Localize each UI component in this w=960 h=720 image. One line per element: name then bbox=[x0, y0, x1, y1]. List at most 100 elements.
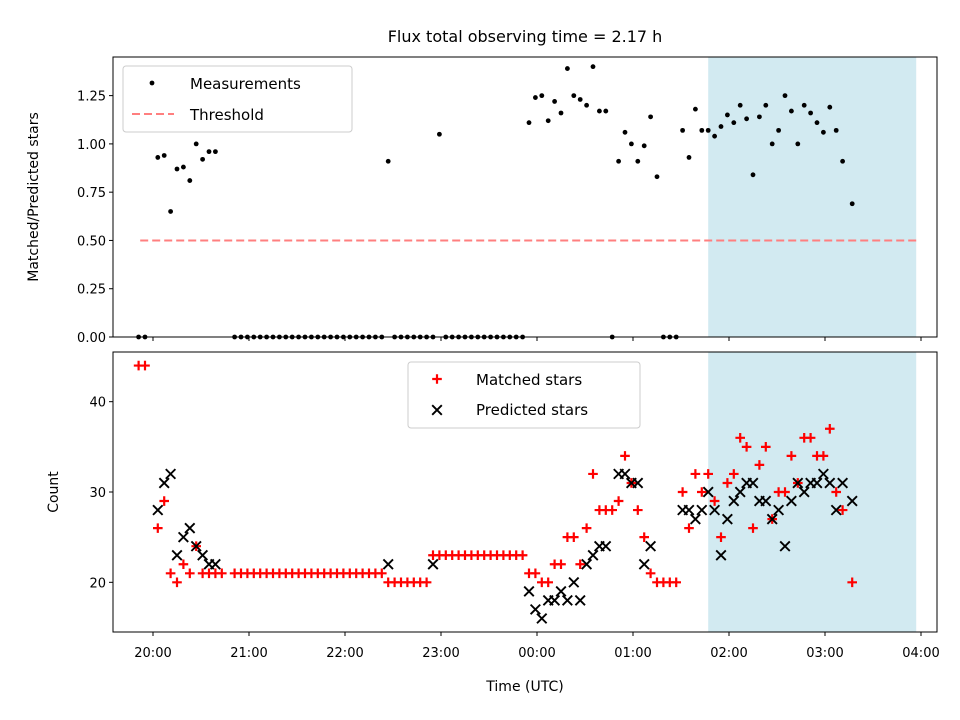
predicted-star-point bbox=[581, 558, 593, 570]
measurement-point bbox=[193, 141, 199, 147]
measurement-point bbox=[795, 141, 801, 147]
measurement-point bbox=[533, 95, 538, 100]
predicted-star-point bbox=[721, 513, 733, 525]
matched-star-point bbox=[716, 532, 726, 542]
measurement-point bbox=[187, 178, 193, 183]
measurement-point bbox=[654, 174, 660, 180]
matched-star-point bbox=[837, 505, 848, 515]
measurement-point bbox=[744, 116, 749, 122]
predicted-star-point bbox=[638, 558, 650, 570]
predicted-star-point bbox=[683, 504, 695, 516]
predicted-star-point bbox=[555, 585, 567, 597]
matched-star-point bbox=[620, 451, 630, 461]
y-tick-label: 0.25 bbox=[77, 283, 106, 298]
measurement-point bbox=[808, 110, 813, 116]
observing-window-highlight bbox=[708, 57, 917, 337]
legend-measurement-marker bbox=[149, 80, 155, 86]
legend-matched-marker bbox=[432, 374, 442, 384]
x-tick-label: 02:00 bbox=[710, 646, 747, 661]
measurement-point bbox=[213, 149, 218, 155]
y-tick-label: 40 bbox=[89, 396, 106, 411]
measurement-point bbox=[725, 112, 730, 118]
x-tick-label: 04:00 bbox=[902, 646, 939, 661]
measurement-point bbox=[155, 155, 161, 160]
measurement-point bbox=[622, 129, 628, 135]
predicted-star-point bbox=[427, 558, 439, 570]
count-axis-ticks: 20 30 40 20:00 21:00 22:00 23:00 00:00 01:00 02:0… bbox=[89, 396, 939, 661]
predicted-star-point bbox=[715, 549, 727, 561]
measurement-point bbox=[161, 153, 167, 158]
measurement-point bbox=[686, 155, 692, 160]
x-tick-label: 03:00 bbox=[806, 646, 843, 661]
matched-star-point bbox=[633, 505, 643, 515]
matched-star-point bbox=[735, 433, 745, 443]
x-tick-label: 23:00 bbox=[422, 646, 459, 661]
matched-star-point bbox=[818, 451, 829, 461]
matched-star-point bbox=[684, 523, 694, 533]
matched-star-point bbox=[569, 532, 579, 542]
predicted-star-point bbox=[165, 468, 177, 480]
measurement-point bbox=[789, 108, 794, 114]
matched-star-point bbox=[165, 568, 176, 579]
matched-star-point bbox=[825, 423, 835, 434]
measurement-point bbox=[840, 158, 845, 164]
matched-star-point bbox=[754, 460, 765, 470]
measurement-point bbox=[757, 114, 762, 120]
predicted-star-point bbox=[785, 495, 797, 507]
predicted-star-point bbox=[209, 558, 221, 570]
measurement-point bbox=[705, 127, 711, 133]
matched-star-point bbox=[517, 550, 528, 561]
measurement-point bbox=[629, 141, 634, 147]
matched-star-point bbox=[709, 496, 720, 506]
matched-star-point bbox=[607, 505, 617, 515]
predicted-star-point bbox=[574, 594, 586, 606]
measurement-point bbox=[731, 120, 737, 126]
predicted-star-point bbox=[792, 477, 804, 489]
measurement-point bbox=[782, 93, 788, 99]
predicted-star-point bbox=[811, 477, 823, 489]
measurement-point bbox=[206, 149, 212, 155]
predicted-star-point bbox=[177, 531, 189, 543]
measurement-point bbox=[827, 104, 833, 110]
predicted-star-point bbox=[779, 540, 791, 552]
predicted-star-point bbox=[837, 477, 849, 489]
predicted-star-point bbox=[568, 576, 580, 588]
y-tick-label: 1.25 bbox=[77, 90, 106, 105]
measurement-point bbox=[181, 164, 186, 170]
measurement-point bbox=[584, 102, 589, 108]
matched-star-point bbox=[588, 469, 598, 479]
matched-star-point bbox=[217, 568, 227, 579]
predicted-star-point bbox=[709, 504, 721, 516]
matched-star-point bbox=[703, 469, 713, 479]
predicted-star-point bbox=[817, 468, 829, 480]
predicted-star-point bbox=[536, 612, 548, 624]
x-tick-label: 20:00 bbox=[134, 646, 171, 661]
measurement-point bbox=[558, 110, 564, 116]
matched-star-point bbox=[847, 577, 857, 588]
measurement-point bbox=[597, 108, 602, 114]
measurement-point bbox=[539, 93, 545, 99]
predicted-star-point bbox=[197, 549, 209, 561]
y-tick-label: 0.00 bbox=[77, 331, 106, 346]
y-tick-label: 30 bbox=[89, 486, 106, 501]
chart-title: Flux total observing time = 2.17 h bbox=[388, 27, 663, 46]
predicted-star-point bbox=[158, 477, 170, 489]
legend-box bbox=[122, 65, 353, 133]
ratio-plot-frame bbox=[112, 56, 938, 338]
measurement-point bbox=[821, 129, 826, 135]
legend-measurements-label: Measurements bbox=[190, 75, 301, 93]
predicted-star-point bbox=[830, 504, 842, 516]
predicted-star-point bbox=[549, 594, 561, 606]
matched-star-point bbox=[172, 577, 182, 588]
predicted-star-point bbox=[734, 486, 746, 498]
matched-star-point bbox=[185, 568, 195, 579]
measurement-point bbox=[616, 158, 621, 164]
matched-star-point bbox=[613, 496, 624, 506]
matched-star-point bbox=[645, 568, 656, 579]
legend-predicted-label: Predicted stars bbox=[476, 401, 588, 419]
measurement-point bbox=[849, 201, 855, 207]
matched-star-point bbox=[140, 360, 150, 371]
predicted-star-point bbox=[645, 540, 657, 552]
measurement-point bbox=[737, 102, 743, 108]
predicted-star-point bbox=[382, 558, 394, 570]
